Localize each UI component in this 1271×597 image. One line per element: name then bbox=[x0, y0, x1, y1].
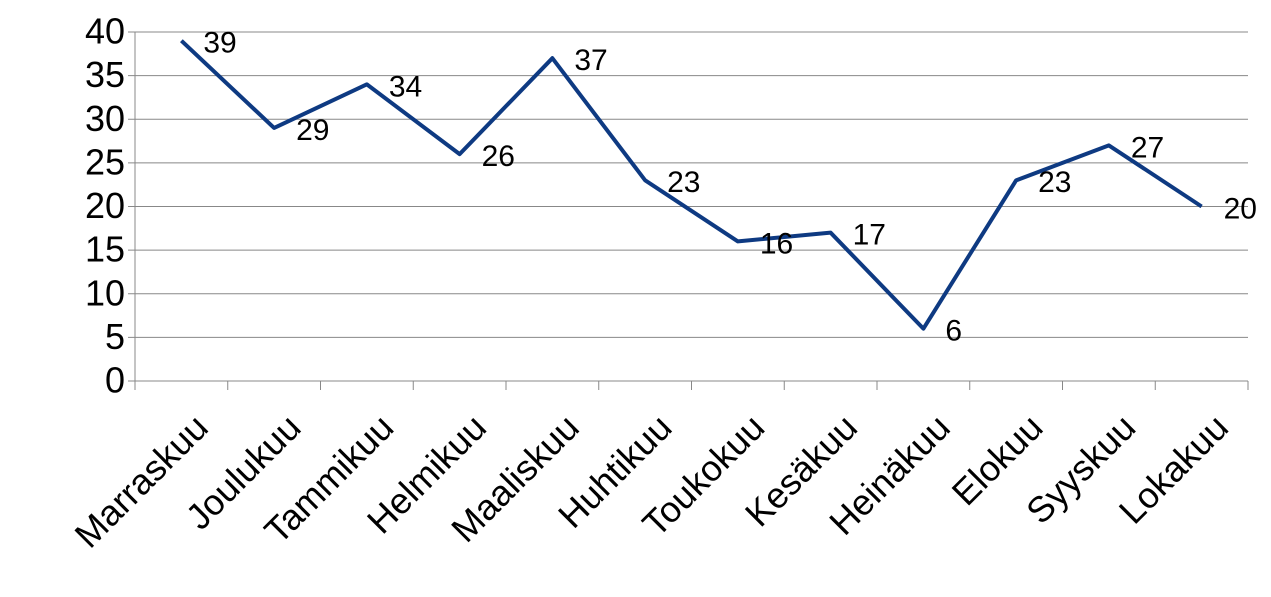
data-label: 23 bbox=[1038, 166, 1071, 199]
data-label: 6 bbox=[945, 315, 962, 348]
y-tick-label: 10 bbox=[85, 272, 125, 313]
data-label: 37 bbox=[574, 44, 607, 77]
y-tick-label: 15 bbox=[85, 229, 125, 270]
y-tick-label: 5 bbox=[105, 316, 125, 357]
data-line bbox=[180, 39, 1203, 331]
x-tick-label: Marraskuu bbox=[67, 406, 216, 555]
data-label: 27 bbox=[1131, 131, 1164, 164]
y-tick-label: 40 bbox=[85, 11, 125, 52]
data-label: 29 bbox=[296, 114, 329, 147]
data-label: 34 bbox=[389, 70, 422, 103]
data-label: 17 bbox=[853, 219, 886, 252]
y-tick-label: 25 bbox=[85, 141, 125, 182]
y-tick-label: 35 bbox=[85, 54, 125, 95]
data-label: 16 bbox=[760, 227, 793, 260]
data-label: 26 bbox=[482, 140, 515, 173]
y-tick-label: 20 bbox=[85, 185, 125, 226]
data-label: 23 bbox=[667, 166, 700, 199]
y-tick-label: 0 bbox=[105, 360, 125, 401]
data-label: 39 bbox=[203, 27, 236, 60]
y-tick-label: 30 bbox=[85, 98, 125, 139]
data-label: 20 bbox=[1224, 192, 1257, 225]
